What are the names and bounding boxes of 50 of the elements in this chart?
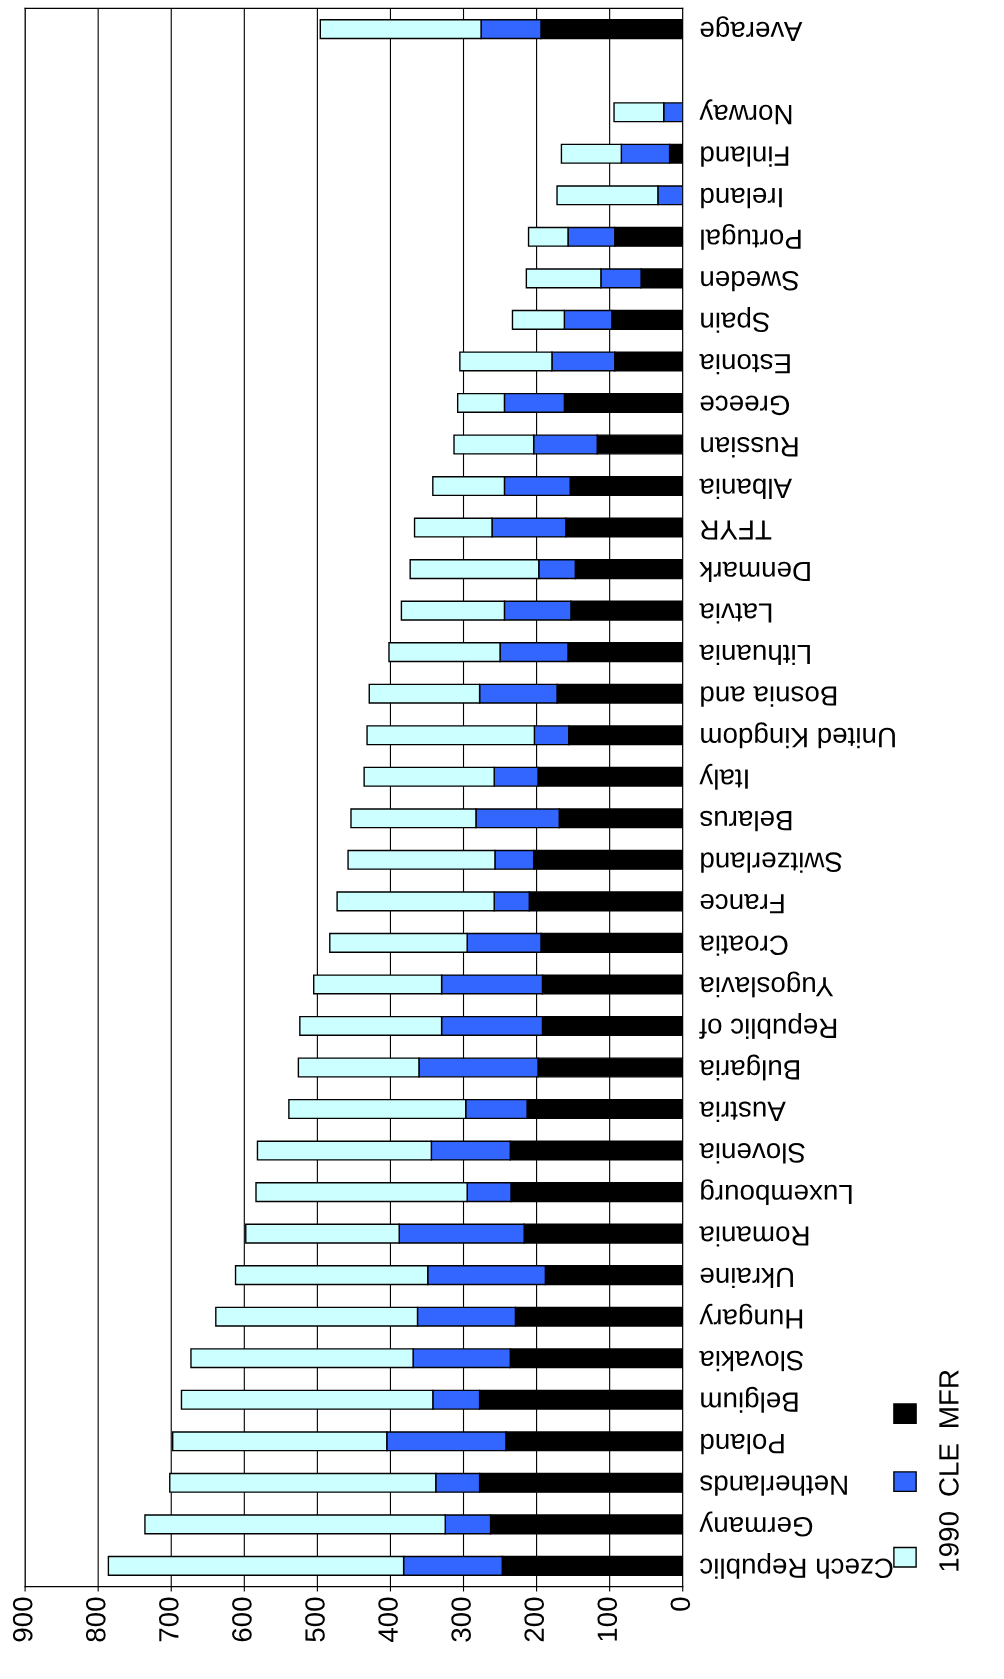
x-tick-label: 200 xyxy=(524,1597,545,1642)
y-tick-label: Ireland xyxy=(701,187,782,209)
y-tick-label: Spain xyxy=(701,306,770,333)
y-tick-label: Latvia xyxy=(699,603,772,624)
y-tick-label: Belarus xyxy=(700,810,792,832)
y-tick-label: Lithuania xyxy=(699,644,810,666)
y-tick-label: Sweden xyxy=(701,270,799,292)
x-tick-label: 0 xyxy=(670,1597,691,1611)
y-tick-label: Ukraine xyxy=(700,1267,793,1289)
y-tick-label: Netherlands xyxy=(700,1475,847,1496)
x-tick-label: 300 xyxy=(451,1597,471,1642)
x-tick-label: 500 xyxy=(305,1597,325,1642)
y-tick-label: Yugoslavia xyxy=(699,971,834,998)
x-tick-label: 700 xyxy=(159,1597,179,1642)
y-tick-label: Albania xyxy=(699,478,792,499)
legend-label: MFR xyxy=(939,1370,959,1427)
y-tick-label: Slovakia xyxy=(699,1350,804,1372)
y-tick-label: Bosnia and xyxy=(701,686,837,707)
x-tick-label: 400 xyxy=(378,1597,398,1643)
x-tick-label: 600 xyxy=(232,1597,252,1642)
y-tick-label: Slovenia xyxy=(699,1143,805,1164)
y-tick-label: Bulgaria xyxy=(699,1054,800,1081)
y-tick-label: Germany xyxy=(699,1511,813,1537)
y-tick-label: Denmark xyxy=(699,561,810,583)
y-tick-label: Hungary xyxy=(699,1303,803,1329)
legend-label: 1990 xyxy=(939,1512,959,1571)
y-tick-label: Russian xyxy=(701,437,798,458)
y-tick-label: Croatia xyxy=(699,935,788,956)
y-tick-label: Greece xyxy=(700,395,790,416)
y-tick-label: Norway xyxy=(699,99,792,125)
y-tick-label: TFYR xyxy=(700,520,772,540)
x-tick-label: 900 xyxy=(12,1597,33,1642)
y-tick-label: Portugal xyxy=(701,223,801,250)
y-tick-label: United Kingdom xyxy=(701,722,895,749)
y-tick-label: Estonia xyxy=(699,353,790,375)
y-tick-label: Italy xyxy=(699,763,748,790)
legend-label: CLE xyxy=(939,1444,959,1496)
y-tick-label: Switzerland xyxy=(701,852,842,873)
y-tick-label: Poland xyxy=(701,1433,784,1455)
y-tick-label: Finland xyxy=(701,146,789,167)
x-tick-label: 800 xyxy=(85,1597,106,1642)
y-tick-label: Czech Republic xyxy=(700,1552,893,1579)
y-tick-label: France xyxy=(700,893,784,914)
y-tick-label: Romania xyxy=(699,1226,809,1247)
x-tick-label: 100 xyxy=(597,1597,618,1641)
y-tick-label: Average xyxy=(700,16,803,42)
y-tick-label: Luxembourg xyxy=(701,1179,852,1206)
y-tick-label: Belgium xyxy=(701,1386,798,1413)
y-tick-label: Republic of xyxy=(699,1013,837,1039)
y-tick-label: Austria xyxy=(699,1101,786,1122)
